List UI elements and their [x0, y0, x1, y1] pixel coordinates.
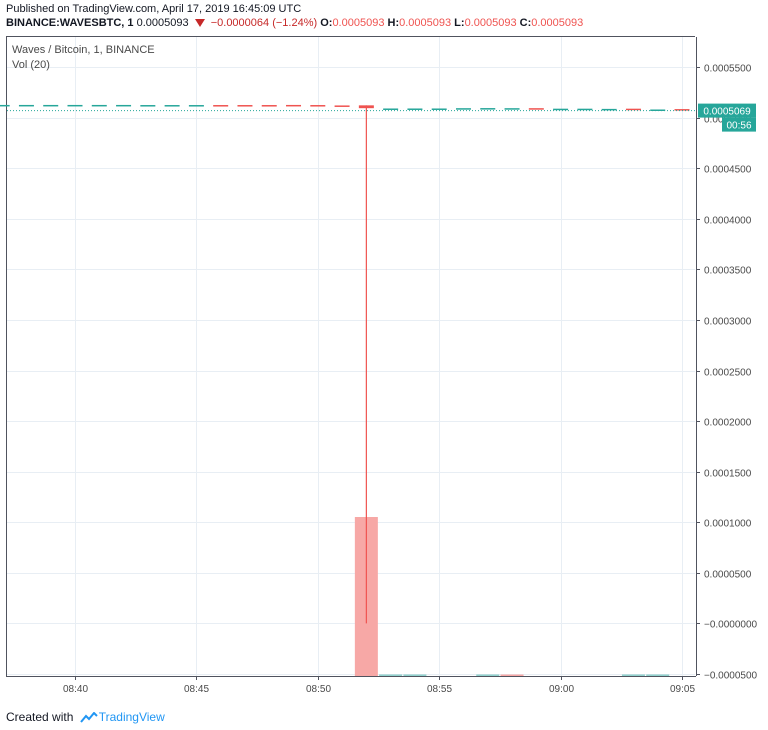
candle-body	[67, 104, 83, 107]
candle-body	[625, 108, 641, 111]
tradingview-logo-icon	[79, 711, 98, 723]
legend-title: Waves / Bitcoin, 1, BINANCE	[12, 44, 155, 56]
volume-bar	[476, 674, 500, 676]
countdown-label: 00:56	[726, 121, 751, 132]
x-tick-label: 09:00	[549, 684, 574, 695]
x-tick-label: 08:45	[184, 684, 209, 695]
last-price: 0.0005093	[136, 17, 189, 29]
created-with-label: Created with	[6, 710, 74, 724]
candle-body	[310, 105, 326, 107]
candle-body	[553, 108, 569, 111]
candle-body	[431, 108, 447, 110]
volume-bar	[646, 674, 670, 676]
candle-body	[213, 105, 229, 107]
volume-bar	[621, 674, 645, 676]
candle-body	[601, 108, 617, 111]
published-line: Published on TradingView.com, April 17, …	[6, 3, 302, 15]
y-tick-label: 0.0004000	[704, 216, 752, 227]
open-value: 0.0005093	[332, 17, 385, 29]
current-price-badge	[698, 103, 756, 118]
y-tick-label: 0.0000500	[704, 570, 752, 581]
candlesticks	[0, 104, 714, 624]
legend-volume: Vol (20)	[12, 59, 50, 71]
close-label: C:	[519, 17, 532, 29]
current-price-label: 0.0005069	[703, 107, 751, 118]
y-tick-label: 0.0005500	[704, 64, 752, 75]
x-tick-label: 08:40	[63, 684, 88, 695]
candle-body	[164, 105, 180, 107]
candle-body	[504, 108, 520, 110]
candle-body	[577, 108, 593, 111]
tradingview-brand[interactable]: TradingView	[98, 710, 165, 724]
candle-body	[91, 104, 107, 107]
candle-body	[455, 108, 471, 110]
x-tick-label: 08:55	[427, 684, 452, 695]
low-value: 0.0005093	[464, 17, 517, 29]
y-tick-label: 0.0002000	[704, 418, 752, 429]
y-tick-label: −0.0000000	[704, 620, 758, 631]
quote-line: BINANCE:WAVESBTC, 1 0.0005093 −0.0000064…	[6, 17, 583, 29]
candle-body	[650, 109, 666, 111]
y-tick-label: 0.0001000	[704, 519, 752, 530]
high-label: H:	[387, 17, 400, 29]
down-arrow-icon	[194, 19, 205, 28]
candle-body	[261, 105, 277, 107]
x-tick-label: 09:05	[670, 684, 695, 695]
candle-body	[358, 105, 374, 109]
y-tick-label: −0.0000500	[704, 671, 758, 682]
candle-body	[188, 105, 204, 107]
close-value: 0.0005093	[531, 17, 584, 29]
candle-body	[0, 104, 10, 107]
grid-lines	[7, 37, 695, 676]
candle-body	[140, 105, 156, 107]
high-value: 0.0005093	[399, 17, 452, 29]
countdown-badge	[722, 117, 756, 132]
y-tick-label: 0.0002500	[704, 368, 752, 379]
candle-body	[18, 104, 34, 107]
y-tick-label: 0.0003500	[704, 266, 752, 277]
low-label: L:	[454, 17, 465, 29]
volume-bar	[379, 674, 403, 676]
y-tick-label: 0.0003000	[704, 317, 752, 328]
candle-body	[286, 104, 302, 107]
x-tick-label: 08:50	[306, 684, 331, 695]
y-tick-label: 0.0004500	[704, 165, 752, 176]
footer: Created with TradingView	[6, 710, 165, 724]
candle-body	[528, 108, 544, 110]
volume-bars	[354, 517, 670, 676]
symbol-label: BINANCE:WAVESBTC, 1	[6, 17, 134, 29]
candle-body	[237, 105, 253, 107]
candle-body	[334, 105, 350, 107]
axes: 0.00055000.00050000.00045000.00040000.00…	[7, 37, 758, 695]
open-label: O:	[320, 17, 333, 29]
candle-body	[407, 108, 423, 110]
candle-body	[674, 109, 690, 111]
volume-bar	[403, 674, 427, 676]
y-tick-label: 0.0001500	[704, 469, 752, 480]
price-change: −0.0000064 (−1.24%)	[210, 17, 318, 29]
volume-bar	[500, 674, 524, 676]
candle-body	[383, 108, 399, 110]
candle-body	[43, 104, 59, 107]
candle-body	[480, 108, 496, 110]
candle-body	[116, 104, 132, 107]
